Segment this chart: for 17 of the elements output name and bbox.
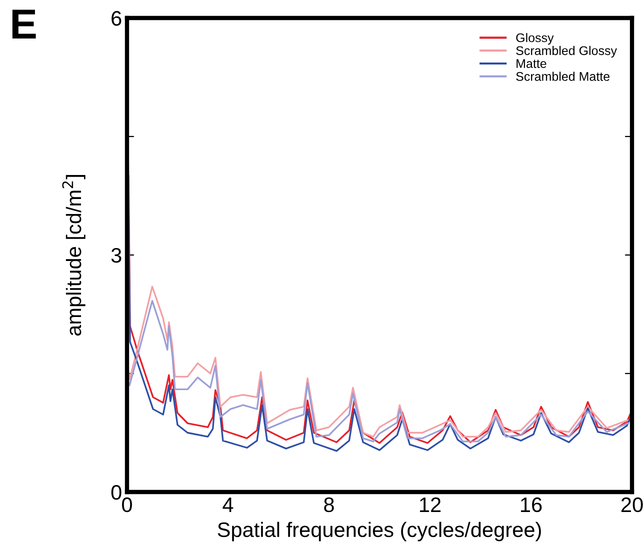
x-tick-label: 12	[420, 497, 441, 512]
legend-label: Matte	[516, 59, 546, 68]
x-tick-label: 0	[122, 497, 132, 512]
y-tick-label: 6	[112, 11, 122, 26]
y-tick-label: 3	[111, 248, 122, 263]
legend-label: Glossy	[516, 33, 554, 45]
x-axis-title: Spatial frequencies (cycles/degree)	[218, 522, 541, 542]
text: E	[12, 10, 36, 38]
y-axis-title: amplitude [cd/m$^{2}$]	[62, 175, 86, 336]
legend-label: Scrambled Matte	[516, 72, 610, 81]
x-tick-label: 8	[324, 497, 334, 512]
legend-label: Scrambled Glossy	[516, 46, 617, 58]
x-tick-label: 4	[222, 498, 234, 512]
x-tick-label: 16	[521, 497, 542, 512]
line-series	[128, 175, 632, 444]
x-tick-label: 20	[621, 497, 643, 512]
y-tick-label: 0	[111, 485, 122, 500]
